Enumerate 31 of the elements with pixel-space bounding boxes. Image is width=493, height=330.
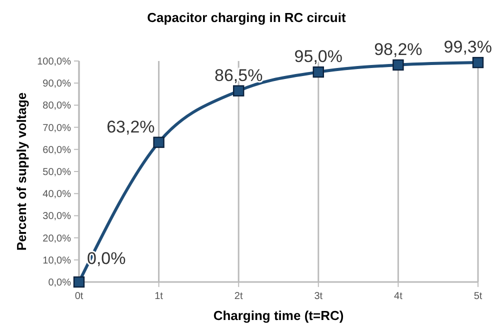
point [472, 56, 484, 68]
y-tick-label: 30,0% [42, 211, 72, 222]
point [73, 276, 85, 288]
data-label: 98,2% [374, 40, 422, 59]
y-tick-label: 0,0% [48, 278, 72, 288]
x-tick-label: 5t [474, 291, 482, 302]
x-tick-label: 1t [154, 291, 164, 302]
y-tick-label: 100,0% [37, 56, 72, 68]
x-axis-title: Charging time (t=RC) [213, 308, 344, 323]
data-label: 95,0% [294, 47, 342, 66]
data-label: 99,3% [444, 38, 492, 57]
y-tick-label: 50,0% [42, 167, 72, 178]
point [153, 136, 164, 148]
y-tick-label: 90,0% [42, 78, 72, 90]
x-tick-label: 2t [234, 291, 243, 302]
y-tick-label: 70,0% [42, 122, 72, 134]
point [312, 66, 324, 78]
y-tick-label: 40,0% [42, 189, 72, 200]
point [233, 85, 244, 96]
x-tick-label: 0t [74, 291, 84, 302]
x-tick-label: 3t [314, 291, 323, 302]
y-tick-label: 80,0% [42, 100, 72, 112]
point [392, 59, 404, 71]
data-label: 63,2% [106, 117, 155, 136]
chart-title: Capacitor charging in RC circuit [147, 10, 346, 25]
y-tick-label: 60,0% [42, 144, 72, 156]
data-label: 86,5% [214, 66, 263, 85]
x-tick-label: 4t [394, 291, 403, 302]
y-tick-label: 10,0% [42, 255, 72, 266]
y-tick-label: 20,0% [42, 233, 72, 244]
y-axis-title: Percent of supply voltage [14, 92, 29, 251]
